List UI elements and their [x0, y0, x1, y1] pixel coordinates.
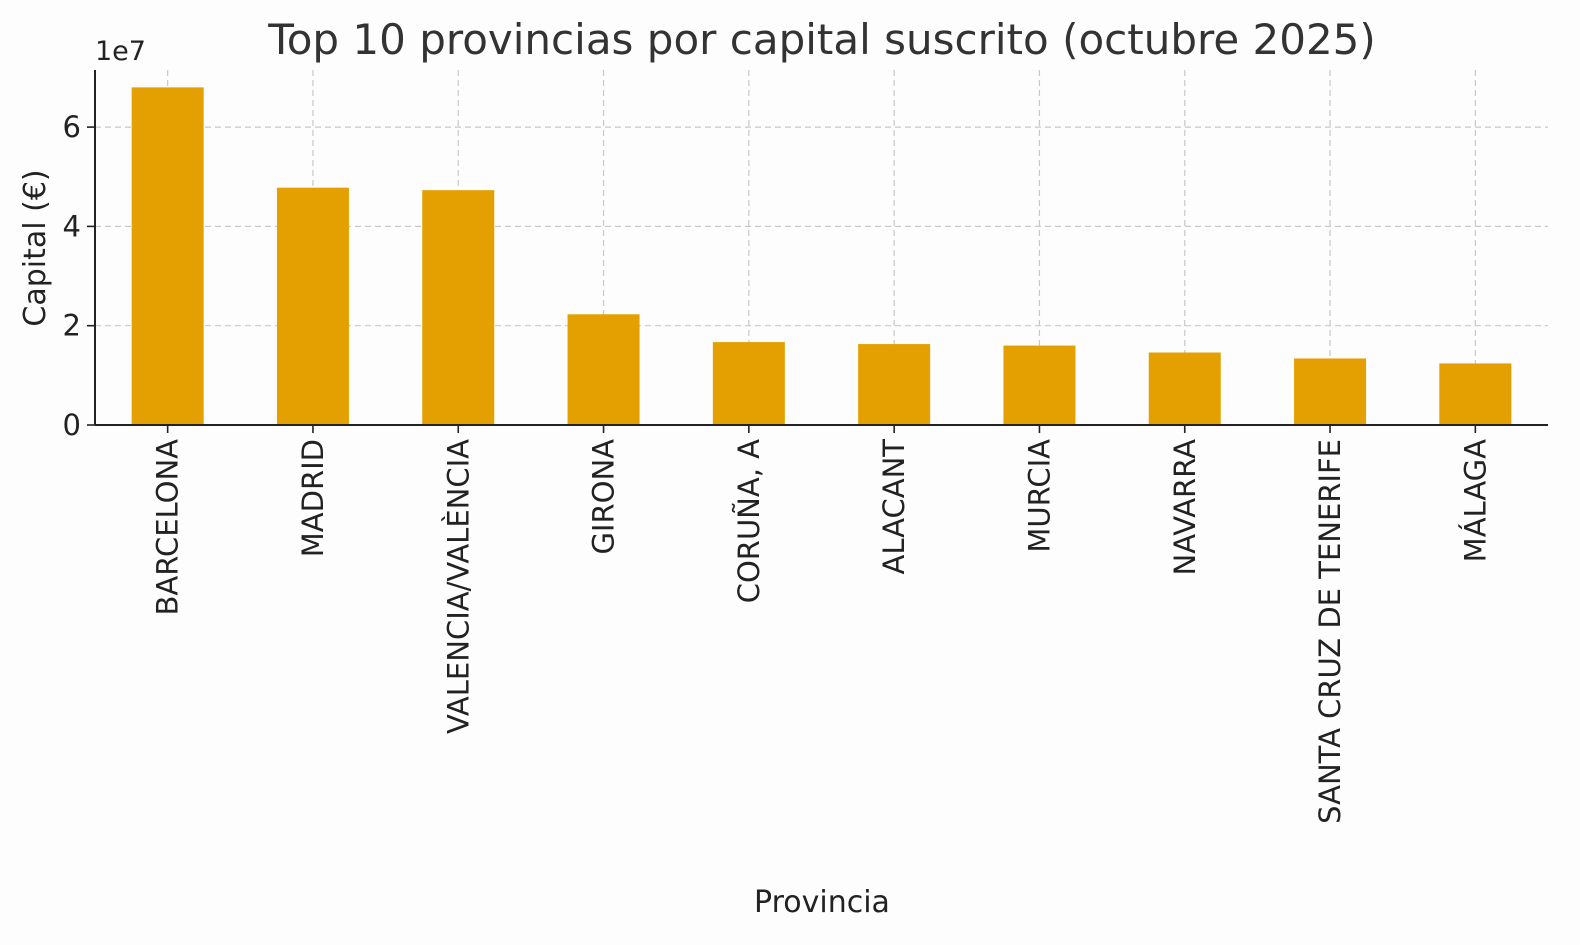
axes: [94, 70, 1548, 426]
bar: [567, 314, 640, 425]
chart-title: Top 10 provincias por capital suscrito (…: [267, 15, 1376, 64]
x-axis-title: Provincia: [754, 885, 890, 920]
y-axis-title: Capital (€): [18, 169, 53, 326]
x-tick-label: BARCELONA: [151, 439, 185, 616]
x-tick-label: MADRID: [296, 439, 330, 557]
bar: [1003, 345, 1076, 425]
x-tick-label: CORUÑA, A: [732, 439, 766, 603]
bar: [1294, 358, 1367, 425]
bar: [858, 344, 931, 425]
y-tick-label: 4: [63, 209, 81, 243]
bar: [422, 190, 495, 425]
bar: [712, 342, 785, 425]
bar: [1148, 352, 1221, 425]
y-tick-label: 2: [63, 309, 81, 343]
x-tick-label: SANTA CRUZ DE TENERIFE: [1313, 439, 1347, 824]
x-tick-label: VALENCIA/VALÈNCIA: [441, 439, 475, 734]
y-tick-label: 0: [63, 408, 81, 442]
x-tick-label: MÁLAGA: [1458, 439, 1492, 562]
bar: [276, 187, 349, 425]
x-tick-label: NAVARRA: [1168, 439, 1202, 576]
x-tick-label: ALACANT: [877, 439, 911, 575]
y-tick-label: 6: [63, 110, 81, 144]
ticks: 0 2 4 6 BARCELONA MADRID VALENCIA/VALÈNCIA GIRO…: [63, 110, 1493, 824]
y-axis-offset-label: 1e7: [95, 36, 146, 67]
bar: [1439, 363, 1512, 425]
x-tick-label: MURCIA: [1022, 439, 1056, 553]
bar: [131, 87, 204, 425]
x-tick-label: GIRONA: [587, 439, 621, 555]
bars: [131, 87, 1512, 425]
